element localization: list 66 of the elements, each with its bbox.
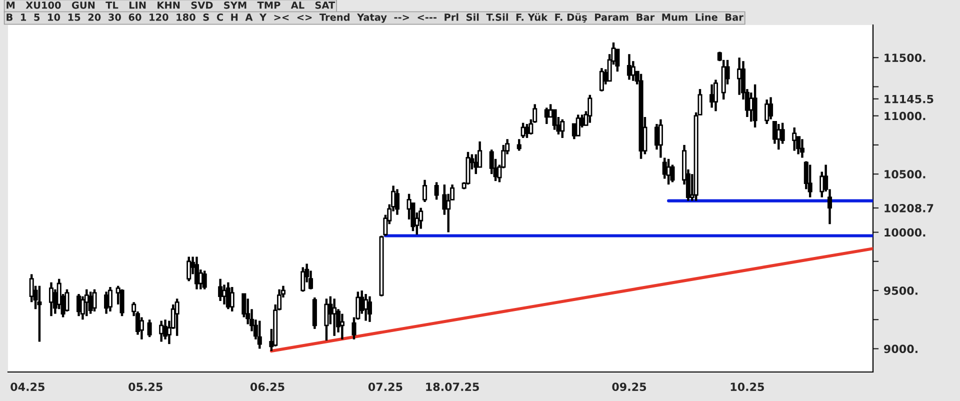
candlestick xyxy=(147,318,152,338)
y-tick-label: 10500. xyxy=(884,170,926,178)
candlestick xyxy=(367,295,372,324)
candlestick xyxy=(202,270,207,290)
candlestick xyxy=(800,138,804,159)
candlestick xyxy=(159,320,164,343)
y-tick-label: 9000. xyxy=(884,344,918,354)
candlestick xyxy=(324,298,329,342)
candlestick xyxy=(230,286,234,313)
candlestick xyxy=(120,288,124,318)
x-tick-label: 18.07.25 xyxy=(426,382,479,392)
candlestick xyxy=(748,91,754,123)
candlestick xyxy=(752,83,758,129)
y-tick-label: 10000. xyxy=(884,228,926,237)
candlestick xyxy=(48,281,54,318)
candlestick xyxy=(92,288,97,313)
candlestick xyxy=(332,298,337,338)
candlestick xyxy=(76,292,82,318)
candlestick xyxy=(524,122,530,140)
text: B 1 5 10 15 20 30 60 120 180 S C H A Y >< <> Trend Yatay --> <--- Prl Sil T.Sil F. Yük F. Düş Param Bar Mum Line Bar xyxy=(6,13,744,23)
candlestick xyxy=(218,278,223,302)
candlestick xyxy=(104,290,109,315)
candlestick xyxy=(37,284,42,343)
x-tick-label: 07.25 xyxy=(368,382,402,392)
candlestick xyxy=(560,118,565,140)
candlestick xyxy=(552,108,557,131)
candlestick xyxy=(300,266,306,293)
x-tick-label: 09.25 xyxy=(612,382,646,392)
candlestick xyxy=(394,188,400,216)
candlestick xyxy=(257,320,262,350)
y-tick-label: 9500. xyxy=(884,286,918,295)
candlestick xyxy=(776,122,781,151)
candlestick xyxy=(340,312,344,341)
x-tick-label: 06.25 xyxy=(250,382,284,392)
y-tick-label: 11500. xyxy=(884,54,926,62)
text: M XU100 GUN TL LIN KHN SVD SYM TMP AL SAT xyxy=(6,1,336,9)
candlestick xyxy=(194,256,199,290)
candlestick xyxy=(174,298,180,338)
x-tick-label: 04.25 xyxy=(10,382,44,392)
candlestick xyxy=(434,181,439,201)
candlestick xyxy=(808,164,812,198)
y-tick-label: 11000. xyxy=(884,112,926,120)
candlestick xyxy=(599,66,604,92)
candlestick xyxy=(792,126,797,152)
candlestick xyxy=(713,78,718,112)
candlestick xyxy=(768,96,774,120)
candlestick xyxy=(516,138,522,152)
candlestick xyxy=(588,94,592,124)
candlestick xyxy=(163,318,168,341)
candlestick xyxy=(422,178,428,204)
candlestick xyxy=(764,98,770,126)
candlestick xyxy=(226,281,230,310)
candlestick xyxy=(658,118,663,159)
candlestick xyxy=(737,56,742,96)
candlestick xyxy=(186,256,192,282)
candlestick xyxy=(576,114,580,137)
candlestick xyxy=(474,153,478,176)
candlestick xyxy=(84,288,89,318)
candlestick xyxy=(710,83,714,109)
candlestick xyxy=(364,292,368,322)
y-tick-label: 11145.5 xyxy=(884,95,934,104)
candlestick xyxy=(108,286,112,313)
y-tick-label: 10208.7 xyxy=(884,204,934,212)
candlestick xyxy=(626,53,632,81)
x-tick-label: 10.25 xyxy=(730,382,764,392)
x-tick-label: 05.25 xyxy=(128,382,162,392)
